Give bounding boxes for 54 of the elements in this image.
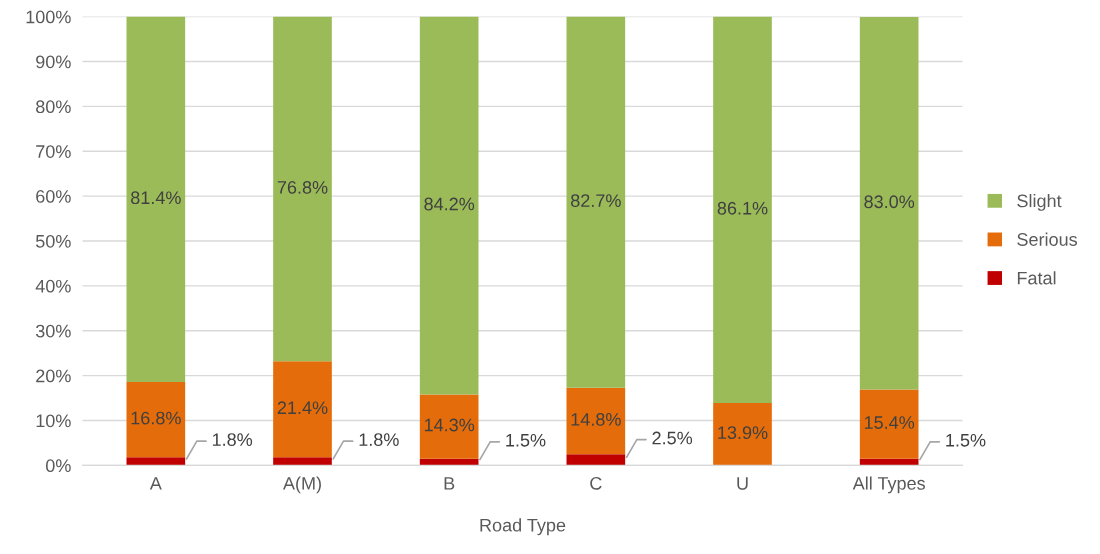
x-axis-title: Road Type (480, 518, 566, 536)
bar (273, 16, 332, 362)
data-label: 86.1% (717, 201, 768, 215)
data-label: 84.2% (424, 197, 475, 211)
bar (713, 16, 772, 403)
y-tick-label: 80% (36, 100, 71, 114)
bar (273, 361, 332, 458)
data-label: 81.4% (131, 191, 181, 205)
bar (273, 457, 332, 466)
y-tick-label: 50% (35, 234, 71, 248)
legend-label: Serious (1017, 232, 1078, 246)
x-tick-label: A (149, 477, 162, 490)
bar (566, 387, 626, 455)
data-label: 21.4% (277, 401, 328, 415)
x-tick-label: B (444, 477, 455, 490)
y-tick-label: 70% (36, 145, 71, 158)
y-tick-label: 90% (36, 55, 71, 69)
x-tick-label: All Types (852, 476, 925, 494)
x-tick-label: U (737, 477, 748, 490)
x-tick-label: A(M) (282, 476, 321, 494)
bar (859, 17, 919, 390)
data-label: 15.4% (864, 416, 915, 429)
bar (419, 16, 479, 395)
y-tick-label: 20% (36, 369, 71, 383)
legend-label: Fatal (1017, 271, 1056, 285)
bar (126, 16, 186, 382)
data-label: 1.5% (506, 433, 546, 447)
bar (566, 16, 626, 388)
bar (713, 402, 772, 466)
bar (126, 381, 186, 458)
data-label: 13.9% (718, 426, 768, 440)
data-label: 1.5% (946, 433, 986, 447)
bar (419, 394, 479, 459)
x-tick-label: C (590, 476, 602, 490)
bar (859, 458, 919, 466)
y-tick-label: 0% (46, 459, 71, 473)
bar (126, 457, 186, 466)
y-tick-label: 60% (36, 190, 71, 203)
y-tick-label: 10% (36, 414, 71, 428)
y-tick-label: 100% (26, 10, 71, 24)
data-label: 14.3% (424, 418, 475, 432)
bar (566, 454, 626, 466)
data-label: 2.5% (652, 431, 693, 445)
legend-label: Slight (1017, 194, 1062, 211)
data-label: 82.7% (571, 194, 621, 208)
y-tick-label: 40% (35, 279, 71, 293)
data-label: 1.8% (359, 433, 399, 446)
data-label: 1.8% (212, 433, 253, 446)
bar (859, 389, 919, 459)
data-label: 76.8% (277, 181, 328, 194)
y-tick-label: 30% (35, 324, 71, 338)
data-label: 83.0% (864, 195, 915, 209)
data-label: 14.8% (571, 413, 621, 426)
data-label: 16.8% (131, 411, 181, 425)
